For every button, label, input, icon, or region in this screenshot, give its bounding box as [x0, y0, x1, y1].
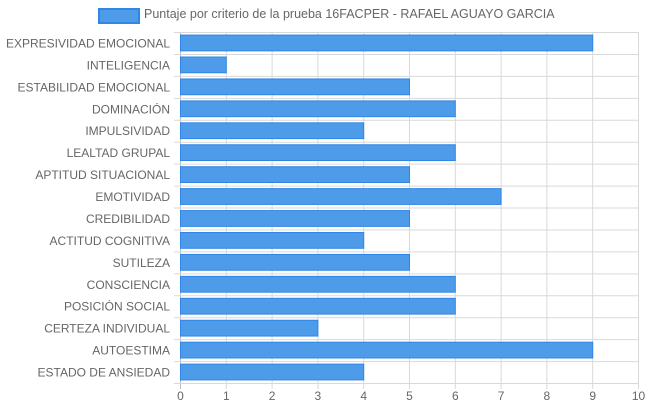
bar[interactable] [180, 253, 410, 271]
category-label: LEALTAD GRUPAL [67, 146, 171, 160]
x-tick-label: 7 [498, 389, 505, 403]
category-labels: EXPRESIVIDAD EMOCIONAL INTELIGENCIA ESTABI… [6, 36, 170, 379]
bar[interactable] [180, 363, 365, 381]
x-tick-label: 5 [406, 389, 413, 403]
x-axis-ticks: 0 1 2 3 4 5 6 7 8 9 10 [177, 389, 645, 403]
category-label: APTITUD SITUACIONAL [35, 168, 170, 182]
category-label: CONSCIENCIA [87, 278, 170, 292]
bar[interactable] [180, 166, 410, 183]
bars [180, 34, 594, 381]
x-tick-label: 10 [632, 389, 646, 403]
bar[interactable] [180, 232, 365, 249]
bar[interactable] [180, 275, 456, 293]
bar[interactable] [180, 341, 594, 359]
bar[interactable] [180, 34, 594, 52]
category-label: IMPULSIVIDAD [85, 124, 170, 138]
category-label: DOMINACIÓN [92, 101, 170, 116]
category-label: ESTABILIDAD EMOCIONAL [18, 80, 171, 94]
bar[interactable] [180, 100, 456, 118]
legend-label: Puntaje por criterio de la prueba 16FACP… [144, 7, 555, 21]
category-label: POSICIÓN SOCIAL [64, 299, 170, 314]
x-tick-label: 4 [360, 389, 367, 403]
category-label: ESTADO DE ANSIEDAD [38, 366, 171, 380]
bar[interactable] [180, 144, 456, 162]
bar[interactable] [180, 122, 365, 140]
bar[interactable] [180, 78, 410, 96]
category-label: CREDIBILIDAD [86, 212, 170, 226]
x-tick-label: 9 [589, 389, 596, 403]
category-label: EXPRESIVIDAD EMOCIONAL [6, 36, 170, 50]
x-tick-label: 0 [177, 389, 184, 403]
bar[interactable] [180, 210, 410, 227]
bar[interactable] [180, 188, 502, 205]
category-label: ACTITUD COGNITIVA [50, 234, 170, 248]
x-tick-label: 8 [544, 389, 551, 403]
x-tick-label: 3 [315, 389, 322, 403]
bar[interactable] [180, 319, 319, 337]
x-tick-label: 6 [452, 389, 459, 403]
x-tick-label: 2 [269, 389, 276, 403]
category-label: SUTILEZA [113, 256, 170, 270]
legend-swatch[interactable] [98, 8, 140, 24]
bar[interactable] [180, 56, 227, 74]
category-label: EMOTIVIDAD [95, 190, 170, 204]
x-tick-label: 1 [223, 389, 230, 403]
category-label: CERTEZA INDIVIDUAL [44, 322, 170, 336]
category-label: AUTOESTIMA [92, 344, 170, 358]
bar[interactable] [180, 297, 456, 315]
category-label: INTELIGENCIA [87, 58, 170, 72]
